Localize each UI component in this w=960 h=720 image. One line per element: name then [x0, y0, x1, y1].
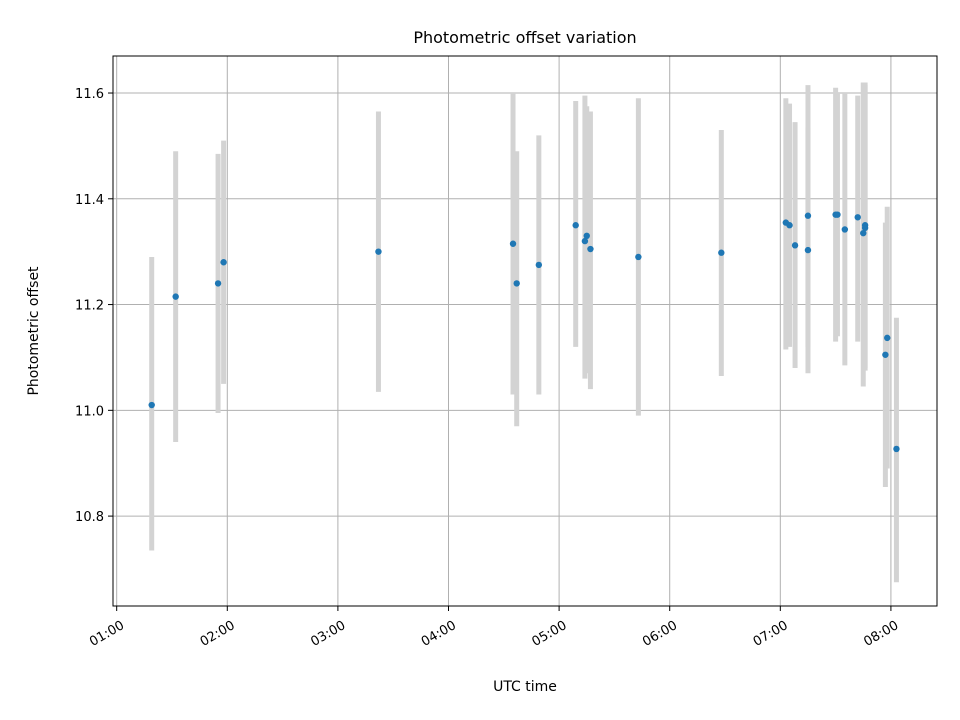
y-tick-label: 11.2: [75, 299, 104, 314]
y-tick-label: 11.0: [75, 404, 104, 419]
data-points: [148, 211, 900, 453]
data-point: [804, 246, 812, 254]
data-point: [535, 261, 543, 269]
y-tick-label: 11.6: [75, 87, 104, 102]
data-point: [893, 445, 900, 453]
data-point: [884, 334, 891, 342]
data-point: [148, 401, 155, 409]
data-point: [882, 351, 889, 358]
data-point: [861, 222, 869, 229]
data-point: [583, 232, 590, 240]
data-point: [786, 222, 793, 229]
data-point: [635, 253, 642, 261]
y-axis-ticks: 10.8 11.0 11.2 11.4 11.6: [75, 87, 113, 525]
y-tick-label: 11.4: [75, 193, 104, 208]
data-point: [572, 222, 579, 229]
data-point: [220, 259, 227, 266]
data-point: [854, 214, 861, 221]
data-point: [581, 237, 589, 245]
data-point: [513, 280, 520, 287]
grid-lines: [113, 56, 937, 606]
data-point: [509, 240, 517, 247]
y-axis-label: Photometric offset: [26, 266, 42, 396]
data-point: [172, 293, 179, 300]
chart-title: Photometric offset variation: [413, 28, 636, 47]
data-point: [214, 280, 222, 287]
data-point: [718, 249, 725, 256]
y-tick-label: 10.8: [75, 510, 104, 525]
data-point: [860, 229, 867, 237]
plot-frame: [112, 55, 938, 607]
data-point: [804, 212, 812, 219]
data-point: [791, 242, 799, 249]
data-point: [375, 248, 382, 255]
data-point: [841, 226, 849, 233]
data-point: [587, 245, 594, 253]
data-point: [834, 211, 841, 218]
x-axis-label: UTC time: [493, 679, 557, 695]
